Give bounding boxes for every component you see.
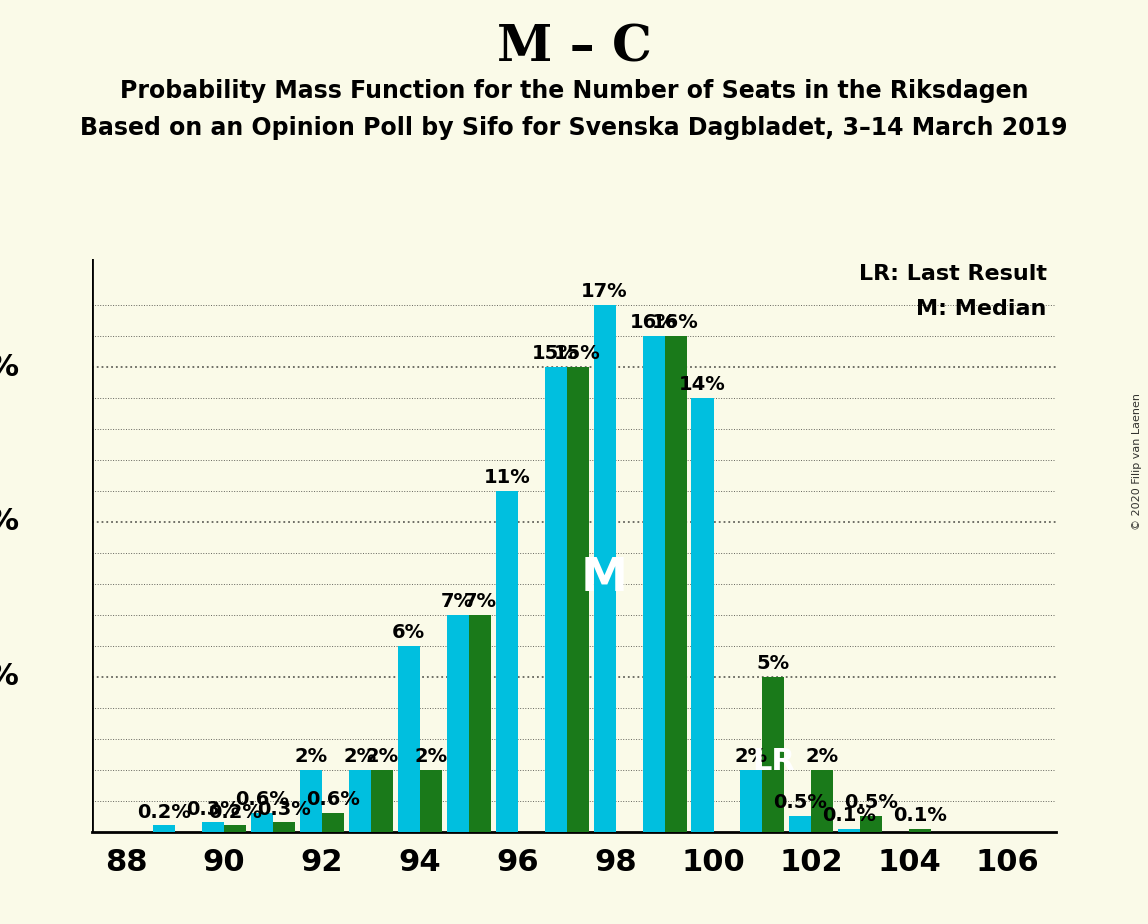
Bar (420, 770, 442, 832)
Text: 15%: 15% (533, 345, 579, 363)
Text: 7%: 7% (464, 592, 496, 611)
Text: 17%: 17% (581, 283, 628, 301)
Text: 2%: 2% (343, 747, 377, 766)
Text: M: M (581, 556, 628, 602)
Bar (762, 676, 784, 832)
Text: 2%: 2% (294, 747, 327, 766)
Bar (202, 822, 224, 832)
Text: 15%: 15% (554, 345, 602, 363)
Text: Based on an Opinion Poll by Sifo for Svenska Dagbladet, 3–14 March 2019: Based on an Opinion Poll by Sifo for Sve… (80, 116, 1068, 140)
Bar (224, 825, 246, 832)
Bar (544, 367, 567, 832)
Text: 0.3%: 0.3% (257, 799, 311, 819)
Text: 14%: 14% (680, 375, 726, 395)
Bar (665, 336, 687, 832)
Bar (468, 614, 491, 832)
Text: 2%: 2% (365, 747, 398, 766)
Bar (447, 614, 468, 832)
Bar (740, 770, 762, 832)
Text: 6%: 6% (393, 623, 426, 642)
Text: 2%: 2% (735, 747, 768, 766)
Bar (397, 646, 420, 832)
Bar (643, 336, 665, 832)
Text: 5%: 5% (757, 654, 790, 673)
Text: 2%: 2% (414, 747, 448, 766)
Text: LR: LR (752, 748, 794, 776)
Text: M: Median: M: Median (916, 298, 1047, 319)
Text: 0.3%: 0.3% (186, 799, 240, 819)
Bar (691, 398, 714, 832)
Text: LR: Last Result: LR: Last Result (859, 264, 1047, 285)
Bar (567, 367, 589, 832)
Text: 16%: 16% (630, 313, 677, 333)
Bar (300, 770, 321, 832)
Text: 0.2%: 0.2% (137, 803, 191, 821)
Text: 15%: 15% (0, 353, 20, 382)
Bar (496, 491, 518, 832)
Bar (251, 813, 273, 832)
Bar (273, 822, 295, 832)
Text: 0.1%: 0.1% (893, 806, 947, 825)
Bar (812, 770, 833, 832)
Bar (371, 770, 393, 832)
Text: 0.2%: 0.2% (208, 803, 262, 821)
Text: 0.1%: 0.1% (822, 806, 876, 825)
Text: M – C: M – C (497, 23, 651, 72)
Bar (909, 829, 931, 832)
Text: 0.6%: 0.6% (307, 790, 359, 809)
Bar (153, 825, 174, 832)
Text: 0.5%: 0.5% (774, 794, 828, 812)
Bar (838, 829, 860, 832)
Bar (321, 813, 344, 832)
Text: 11%: 11% (483, 468, 530, 487)
Text: Probability Mass Function for the Number of Seats in the Riksdagen: Probability Mass Function for the Number… (119, 79, 1029, 103)
Bar (349, 770, 371, 832)
Text: 0.5%: 0.5% (845, 794, 899, 812)
Bar (860, 816, 883, 832)
Text: 0.6%: 0.6% (235, 790, 289, 809)
Bar (790, 816, 812, 832)
Text: 5%: 5% (0, 663, 20, 691)
Text: 7%: 7% (441, 592, 474, 611)
Bar (594, 305, 615, 832)
Text: 2%: 2% (806, 747, 839, 766)
Text: © 2020 Filip van Laenen: © 2020 Filip van Laenen (1132, 394, 1142, 530)
Text: 16%: 16% (652, 313, 699, 333)
Text: 10%: 10% (0, 507, 20, 537)
